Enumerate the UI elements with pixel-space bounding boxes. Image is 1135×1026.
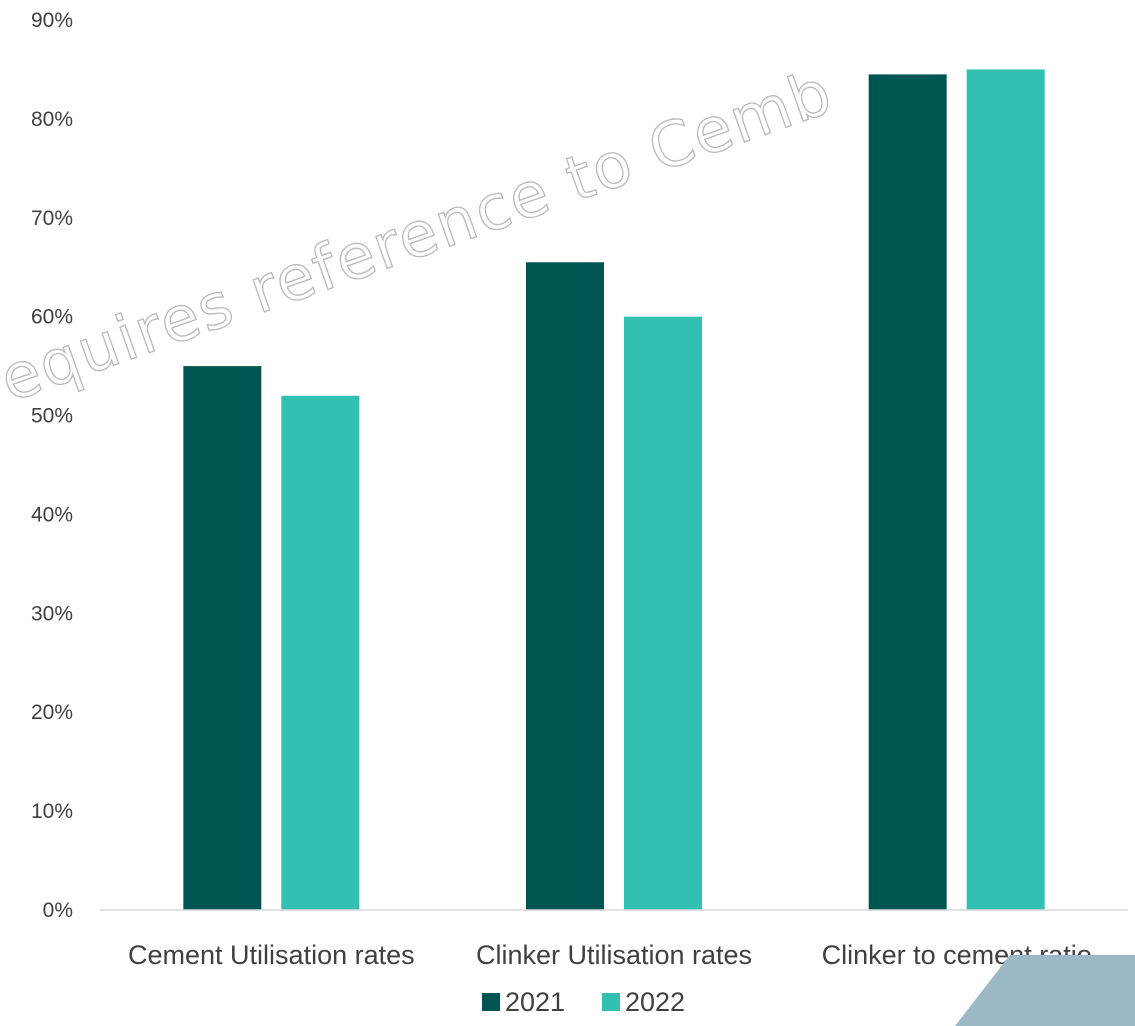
bar-2022-1 [281, 395, 360, 910]
y-tick-label: 10% [31, 800, 73, 823]
legend-label-2021: 2021 [505, 987, 565, 1017]
y-axis-ticks: 0% 10% 20% 30% 40% 50% 60% 70% 80% 90% [31, 9, 73, 922]
category-label: Clinker Utilisation rates [476, 940, 752, 970]
bar-2022-2 [624, 316, 702, 911]
corner-decoration [955, 955, 1135, 1026]
bar-2021-3 [868, 74, 947, 910]
bar-2021-1 [183, 366, 262, 911]
bar-2021-2 [526, 262, 604, 910]
y-tick-label: 40% [31, 503, 73, 526]
legend-label-2022: 2022 [625, 987, 685, 1017]
x-axis-categories: Cement Utilisation rates Clinker Utilisat… [128, 940, 1092, 970]
legend-swatch-2022 [602, 993, 620, 1011]
category-label: Cement Utilisation rates [128, 940, 415, 970]
legend: 2021 2022 [482, 987, 685, 1017]
y-tick-label: 30% [31, 602, 73, 625]
bars-group [183, 69, 1045, 911]
y-tick-label: 70% [31, 207, 73, 230]
y-tick-label: 0% [43, 899, 73, 922]
y-tick-label: 60% [31, 306, 73, 329]
legend-swatch-2021 [482, 993, 500, 1011]
y-tick-label: 50% [31, 405, 73, 428]
y-tick-label: 20% [31, 701, 73, 724]
bar-2022-3 [966, 69, 1045, 910]
y-tick-label: 90% [31, 9, 73, 32]
watermark-text: equires reference to Cemb [0, 55, 842, 417]
y-tick-label: 80% [31, 108, 73, 131]
